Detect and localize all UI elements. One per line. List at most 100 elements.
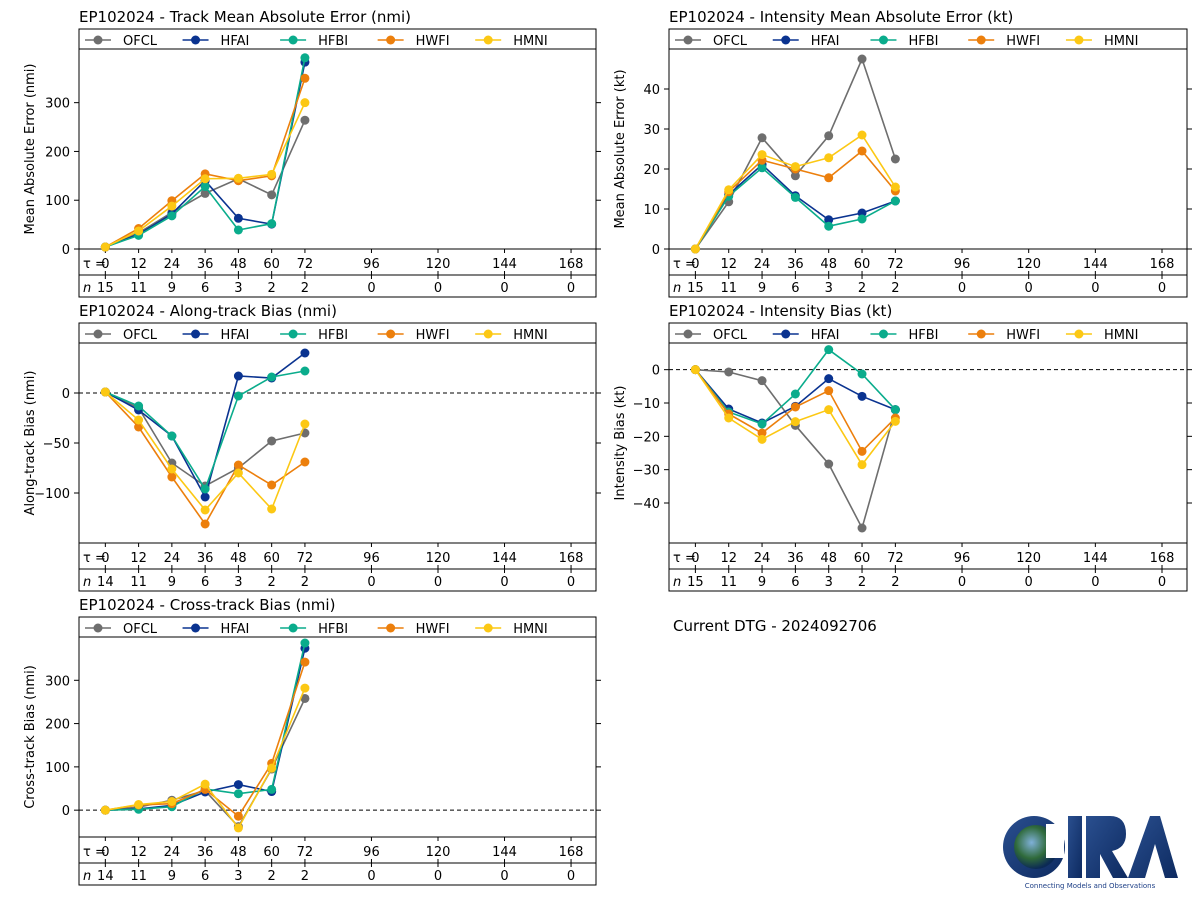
data-point-hmni: [857, 460, 867, 470]
y-tick-label: 0: [62, 243, 70, 258]
legend-label-hfbi: HFBI: [318, 34, 348, 49]
n-value-label: 15: [687, 281, 704, 296]
n-value-label: 2: [891, 575, 899, 590]
tau-value-label: 48: [820, 257, 837, 272]
n-value-label: 2: [268, 281, 276, 296]
n-label: n: [673, 575, 681, 590]
y-tick-label: 0: [62, 387, 70, 402]
n-value-label: 0: [1091, 281, 1099, 296]
data-point-hfbi: [890, 405, 900, 415]
legend-marker-hwfi: [386, 623, 396, 633]
data-point-hmni: [267, 504, 277, 514]
data-point-hmni: [100, 805, 110, 815]
n-label: n: [673, 281, 681, 296]
legend-marker-hfai: [191, 35, 201, 45]
data-point-hfbi: [200, 484, 210, 494]
n-value-label: 2: [858, 575, 866, 590]
legend-label-hfbi: HFBI: [908, 328, 938, 343]
y-tick-label: 0: [652, 243, 660, 258]
legend-marker-hfbi: [878, 329, 888, 339]
data-point-ofcl: [824, 131, 834, 141]
data-point-hfbi: [790, 389, 800, 399]
data-point-hmni: [690, 365, 700, 375]
data-point-hfbi: [824, 221, 834, 231]
data-point-hfbi: [300, 638, 310, 648]
legend-label-hwfi: HWFI: [416, 34, 450, 49]
n-value-label: 0: [958, 281, 966, 296]
legend-marker-hfai: [781, 329, 791, 339]
n-value-label: 9: [758, 281, 766, 296]
tau-value-label: 36: [787, 551, 804, 566]
data-point-hmni: [300, 98, 310, 108]
data-point-hfbi: [167, 431, 177, 441]
y-tick-label: −20: [633, 430, 660, 445]
y-tick-label: 40: [643, 83, 660, 98]
n-value-label: 3: [825, 281, 833, 296]
data-point-hfbi: [267, 784, 277, 794]
legend-marker-hmni: [1074, 35, 1084, 45]
n-value-label: 0: [500, 281, 508, 296]
legend-label-hwfi: HWFI: [1006, 34, 1040, 49]
data-point-hmni: [167, 797, 177, 807]
tau-label: τ =: [83, 551, 106, 566]
y-tick-label: −40: [633, 497, 660, 512]
n-value-label: 0: [1091, 575, 1099, 590]
n-value-label: 3: [825, 575, 833, 590]
legend-marker-hwfi: [386, 35, 396, 45]
y-axis-label: Along-track Bias (nmi): [23, 371, 38, 516]
legend-marker-hfai: [191, 329, 201, 339]
data-point-hwfi: [790, 402, 800, 412]
legend-marker-hmni: [483, 329, 493, 339]
tau-value-label: 72: [297, 257, 314, 272]
data-point-hmni: [233, 823, 243, 833]
tau-value-label: 168: [559, 551, 584, 566]
n-value-label: 0: [1158, 575, 1166, 590]
n-value-label: 0: [500, 869, 508, 884]
tau-value-label: 48: [230, 257, 247, 272]
n-value-label: 11: [720, 575, 737, 590]
data-point-hfbi: [790, 192, 800, 202]
n-value-label: 0: [1025, 575, 1033, 590]
data-point-hmni: [200, 174, 210, 184]
tau-value-label: 48: [230, 845, 247, 860]
axes-frame: [78, 616, 597, 886]
legend-label-hfai: HFAI: [221, 34, 250, 49]
data-point-ofcl: [857, 523, 867, 533]
tau-value-label: 144: [492, 845, 517, 860]
data-point-ofcl: [724, 367, 734, 377]
n-value-label: 15: [687, 575, 704, 590]
n-value-label: 0: [1158, 281, 1166, 296]
data-point-hmni: [233, 173, 243, 183]
logo-tagline: Connecting Models and Observations: [1025, 882, 1156, 890]
legend-marker-ofcl: [93, 329, 103, 339]
y-tick-label: 100: [45, 194, 70, 209]
legend-marker-ofcl: [93, 35, 103, 45]
data-point-hmni: [824, 405, 834, 415]
tau-label: τ =: [673, 551, 696, 566]
tau-value-label: 144: [1083, 257, 1108, 272]
data-point-hfbi: [200, 182, 210, 192]
data-point-hmni: [857, 130, 867, 140]
y-axis-label: Mean Absolute Error (nmi): [23, 64, 38, 235]
data-point-hwfi: [200, 519, 210, 529]
tau-value-label: 0: [691, 551, 699, 566]
tau-value-label: 0: [101, 551, 109, 566]
legend-marker-hfbi: [288, 623, 298, 633]
tau-value-label: 24: [164, 551, 181, 566]
legend-marker-hwfi: [976, 329, 986, 339]
data-point-hfbi: [757, 419, 767, 429]
n-value-label: 3: [234, 575, 242, 590]
legend-label-ofcl: OFCL: [123, 34, 158, 49]
data-point-hmni: [757, 434, 767, 444]
n-value-label: 11: [130, 869, 147, 884]
data-point-hmni: [167, 464, 177, 474]
n-value-label: 2: [268, 869, 276, 884]
data-point-hfai: [857, 391, 867, 401]
data-point-ofcl: [200, 188, 210, 198]
n-value-label: 9: [168, 869, 176, 884]
n-value-label: 0: [567, 281, 575, 296]
legend-label-hfai: HFAI: [811, 328, 840, 343]
legend-label-hfbi: HFBI: [318, 622, 348, 637]
data-point-ofcl: [267, 190, 277, 200]
legend-marker-hwfi: [976, 35, 986, 45]
